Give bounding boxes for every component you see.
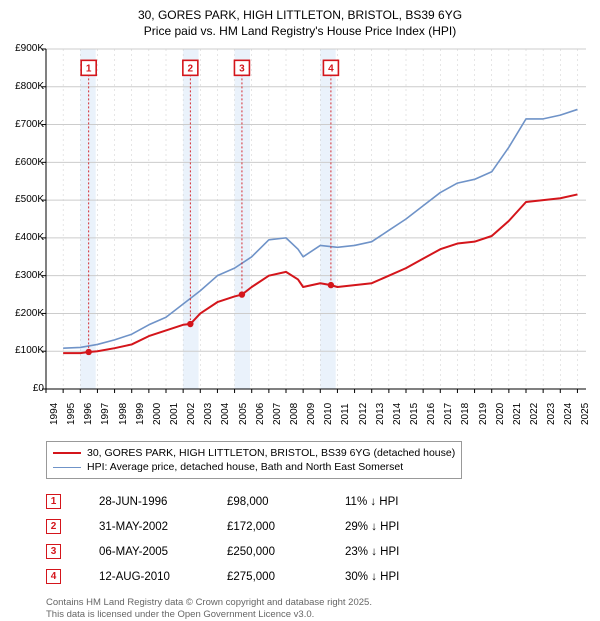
x-tick-label: 2002 <box>186 403 197 425</box>
y-tick-label: £100K <box>10 345 44 356</box>
x-tick-label: 2016 <box>426 403 437 425</box>
x-tick-label: 2024 <box>563 403 574 425</box>
x-tick-label: 1999 <box>135 403 146 425</box>
x-tick-label: 2013 <box>375 403 386 425</box>
table-row: 4 12-AUG-2010 £275,000 30% ↓ HPI <box>46 564 590 589</box>
line-chart: 1 2 3 4 <box>10 45 590 435</box>
footnote: Contains HM Land Registry data © Crown c… <box>46 597 590 621</box>
sale-diff: 23% ↓ HPI <box>345 546 435 558</box>
x-tick-label: 1994 <box>49 403 60 425</box>
x-tick-label: 2007 <box>272 403 283 425</box>
legend-swatch <box>53 452 81 454</box>
title-line2: Price paid vs. HM Land Registry's House … <box>10 24 590 40</box>
legend-label: HPI: Average price, detached house, Bath… <box>87 461 403 473</box>
x-tick-label: 2011 <box>340 404 351 426</box>
chart-area: 1 2 3 4 £0 £100K £200K £300K £400K £500K £600K £70… <box>10 45 590 435</box>
legend-item: 30, GORES PARK, HIGH LITTLETON, BRISTOL,… <box>53 446 455 460</box>
x-tick-label: 2022 <box>529 403 540 425</box>
y-tick-label: £400K <box>10 232 44 243</box>
y-tick-label: £700K <box>10 119 44 130</box>
sale-marker: 1 <box>46 494 61 509</box>
table-row: 2 31-MAY-2002 £172,000 29% ↓ HPI <box>46 514 590 539</box>
x-tick-label: 1995 <box>66 403 77 425</box>
y-tick-label: £0 <box>10 383 44 394</box>
x-tick-label: 2021 <box>512 403 523 425</box>
sale-price: £250,000 <box>227 546 307 558</box>
footnote-line2: This data is licensed under the Open Gov… <box>46 609 590 621</box>
x-tick-label: 2004 <box>220 403 231 425</box>
x-tick-label: 2000 <box>152 403 163 425</box>
sales-table: 1 28-JUN-1996 £98,000 11% ↓ HPI 2 31-MAY-2002… <box>46 489 590 589</box>
x-tick-label: 2018 <box>460 403 471 425</box>
x-tick-label: 2010 <box>323 403 334 425</box>
sale-date: 06-MAY-2005 <box>99 546 189 558</box>
legend-item: HPI: Average price, detached house, Bath… <box>53 460 455 474</box>
x-tick-label: 2015 <box>409 403 420 425</box>
x-tick-label: 2008 <box>289 403 300 425</box>
x-tick-label: 2023 <box>546 403 557 425</box>
sale-date: 28-JUN-1996 <box>99 496 189 508</box>
sale-date: 12-AUG-2010 <box>99 571 189 583</box>
x-tick-label: 1997 <box>100 403 111 425</box>
y-tick-label: £800K <box>10 81 44 92</box>
legend-label: 30, GORES PARK, HIGH LITTLETON, BRISTOL,… <box>87 447 455 459</box>
table-row: 3 06-MAY-2005 £250,000 23% ↓ HPI <box>46 539 590 564</box>
footnote-line1: Contains HM Land Registry data © Crown c… <box>46 597 590 609</box>
sale-date: 31-MAY-2002 <box>99 521 189 533</box>
sale-price: £98,000 <box>227 496 307 508</box>
x-tick-label: 2020 <box>495 403 506 425</box>
sale-diff: 11% ↓ HPI <box>345 496 435 508</box>
table-row: 1 28-JUN-1996 £98,000 11% ↓ HPI <box>46 489 590 514</box>
x-tick-label: 2012 <box>358 403 369 425</box>
x-tick-label: 2001 <box>169 403 180 425</box>
chart-title: 30, GORES PARK, HIGH LITTLETON, BRISTOL,… <box>10 8 590 39</box>
svg-text:1: 1 <box>86 64 92 75</box>
sale-marker: 2 <box>46 519 61 534</box>
x-tick-label: 2019 <box>478 403 489 425</box>
x-tick-label: 2006 <box>255 403 266 425</box>
x-tick-label: 2009 <box>306 403 317 425</box>
title-line1: 30, GORES PARK, HIGH LITTLETON, BRISTOL,… <box>10 8 590 24</box>
x-tick-label: 1998 <box>118 403 129 425</box>
y-tick-label: £500K <box>10 194 44 205</box>
x-tick-label: 1996 <box>83 403 94 425</box>
sale-marker: 3 <box>46 544 61 559</box>
legend-swatch <box>53 467 81 468</box>
sale-price: £275,000 <box>227 571 307 583</box>
x-tick-label: 2005 <box>238 403 249 425</box>
sale-diff: 30% ↓ HPI <box>345 571 435 583</box>
x-tick-label: 2017 <box>443 403 454 425</box>
legend: 30, GORES PARK, HIGH LITTLETON, BRISTOL,… <box>46 441 462 479</box>
y-tick-label: £900K <box>10 43 44 54</box>
sale-diff: 29% ↓ HPI <box>345 521 435 533</box>
x-tick-label: 2014 <box>392 403 403 425</box>
sale-marker: 4 <box>46 569 61 584</box>
svg-text:2: 2 <box>188 64 194 75</box>
y-tick-label: £300K <box>10 270 44 281</box>
x-tick-label: 2025 <box>580 403 591 425</box>
y-tick-label: £200K <box>10 308 44 319</box>
svg-text:4: 4 <box>328 64 334 75</box>
y-tick-label: £600K <box>10 157 44 168</box>
svg-text:3: 3 <box>239 64 245 75</box>
sale-price: £172,000 <box>227 521 307 533</box>
x-tick-label: 2003 <box>203 403 214 425</box>
